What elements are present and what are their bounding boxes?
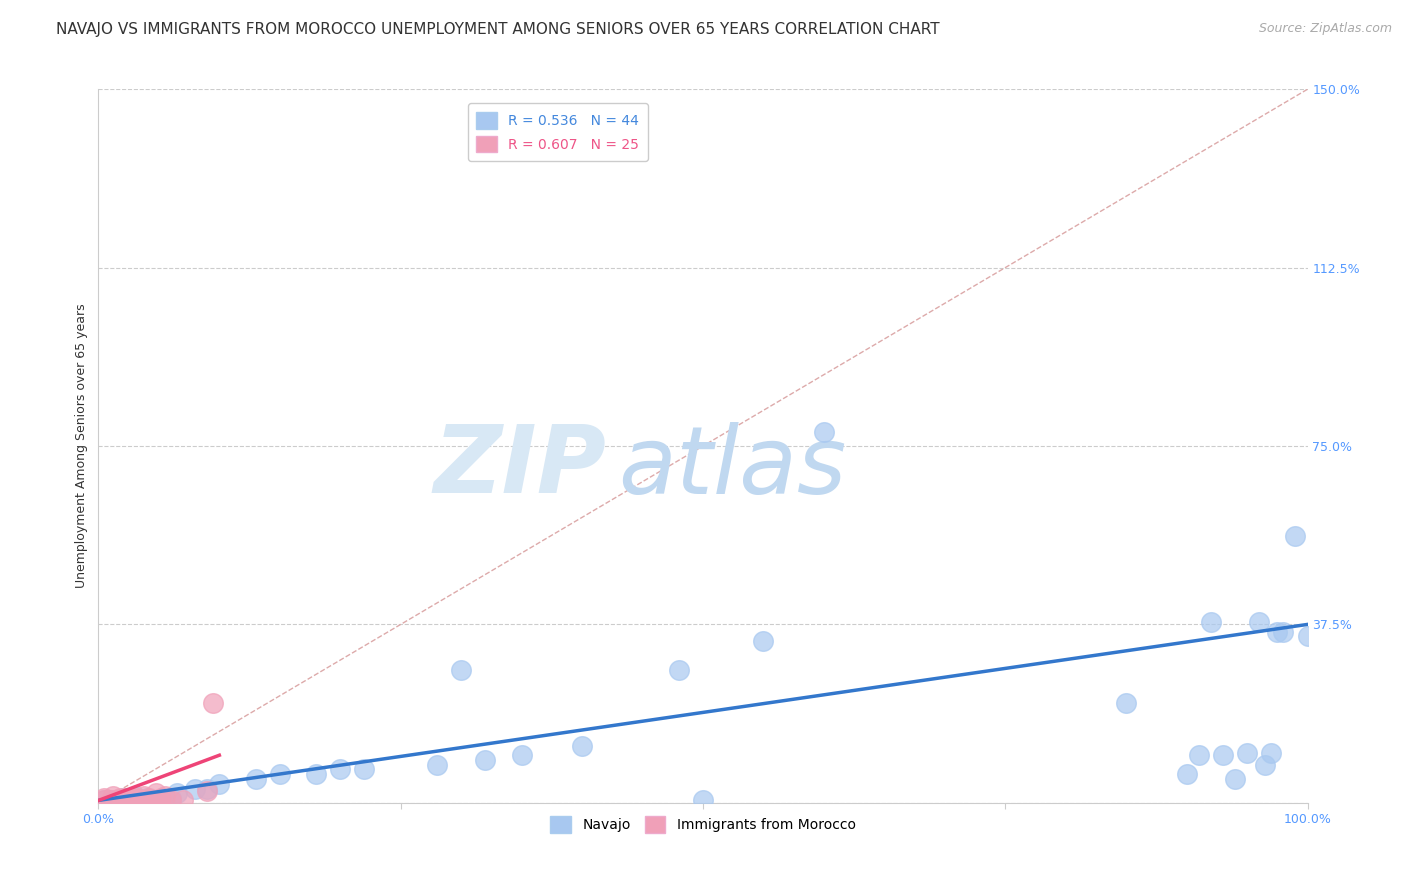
Point (118, 793, 141, 807)
Text: atlas: atlas (619, 422, 846, 513)
Point (118, 793, 141, 807)
Text: Source: ZipAtlas.com: Source: ZipAtlas.com (1258, 22, 1392, 36)
Point (148, 793, 170, 807)
Point (124, 789, 146, 803)
Point (142, 793, 165, 807)
Point (1199, 615, 1222, 629)
Point (153, 793, 176, 807)
Legend: Navajo, Immigrants from Morocco: Navajo, Immigrants from Morocco (546, 811, 860, 838)
Point (148, 793, 170, 807)
Point (166, 786, 188, 800)
Point (93, 793, 115, 807)
Point (127, 791, 149, 805)
Point (474, 753, 496, 767)
Point (353, 763, 375, 777)
Point (105, 793, 128, 807)
Point (571, 739, 593, 753)
Point (1267, 624, 1289, 639)
Point (195, 781, 218, 796)
Point (1212, 748, 1234, 763)
Point (269, 767, 291, 781)
Point (1260, 746, 1282, 760)
Point (129, 793, 152, 807)
Point (1284, 529, 1306, 543)
Point (813, 425, 835, 439)
Point (134, 789, 156, 803)
Point (202, 696, 225, 710)
Point (160, 793, 183, 807)
Point (111, 793, 134, 807)
Point (124, 793, 146, 807)
Point (1223, 772, 1246, 786)
Point (135, 793, 157, 807)
Point (329, 763, 352, 777)
Text: ZIP: ZIP (433, 421, 606, 514)
Text: NAVAJO VS IMMIGRANTS FROM MOROCCO UNEMPLOYMENT AMONG SENIORS OVER 65 YEARS CORRE: NAVAJO VS IMMIGRANTS FROM MOROCCO UNEMPL… (56, 22, 939, 37)
Point (1296, 629, 1319, 643)
Point (101, 789, 124, 803)
Point (150, 791, 173, 805)
Point (1188, 748, 1211, 763)
Point (145, 786, 167, 800)
Point (752, 634, 775, 648)
Point (129, 793, 152, 807)
Point (1115, 696, 1137, 710)
Y-axis label: Unemployment Among Seniors over 65 years: Unemployment Among Seniors over 65 years (75, 303, 89, 589)
Point (195, 784, 218, 798)
Point (142, 793, 165, 807)
Point (100, 793, 122, 807)
Point (138, 791, 160, 805)
Point (668, 663, 690, 677)
Point (208, 777, 231, 791)
Point (1175, 767, 1198, 781)
Point (100, 793, 122, 807)
Point (108, 791, 131, 805)
Point (111, 791, 134, 805)
Point (160, 791, 183, 805)
Point (426, 757, 449, 772)
Point (93, 793, 115, 807)
Point (450, 663, 472, 677)
Point (1249, 615, 1271, 629)
Point (1236, 746, 1258, 760)
Point (93, 791, 115, 805)
Point (105, 793, 128, 807)
Point (1254, 757, 1277, 772)
Point (114, 791, 136, 805)
Point (135, 791, 157, 805)
Point (121, 791, 143, 805)
Point (153, 789, 176, 803)
Point (245, 772, 267, 786)
Point (184, 781, 207, 796)
Point (510, 748, 533, 763)
Point (692, 793, 714, 807)
Point (172, 793, 194, 807)
Point (305, 767, 328, 781)
Point (1272, 624, 1295, 639)
